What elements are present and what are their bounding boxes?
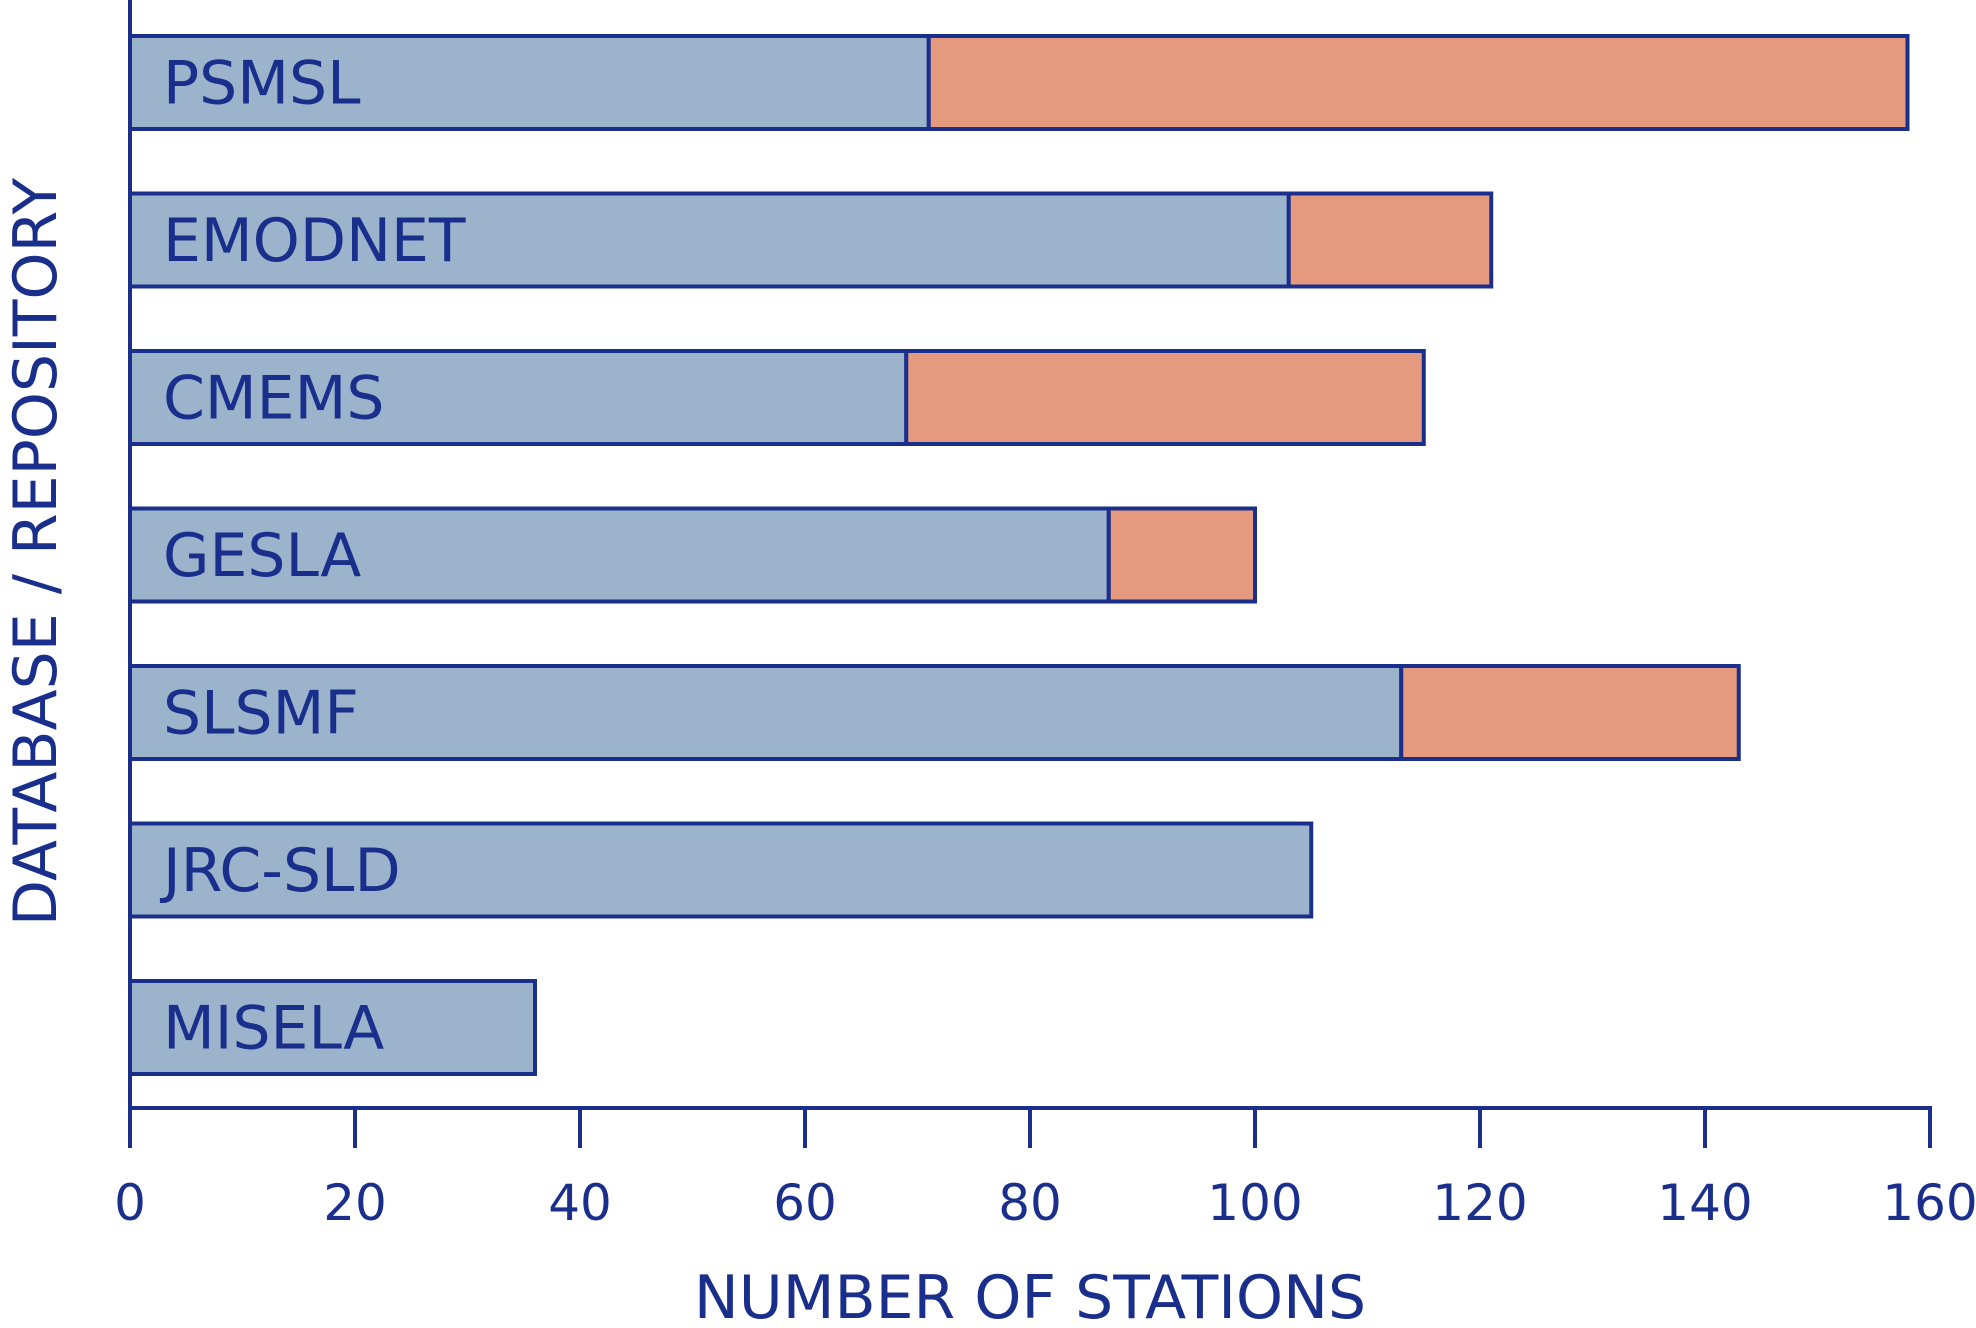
bar-emodnet-segment-2 xyxy=(1286,191,1494,289)
category-label: GESLA xyxy=(163,521,361,591)
bar-cmems-segment-2 xyxy=(904,349,1426,446)
bar-emodnet-segment-1 xyxy=(128,191,1291,289)
x-tick-label: 140 xyxy=(1657,1174,1752,1232)
category-label: CMEMS xyxy=(163,364,384,434)
x-tick-label: 20 xyxy=(323,1174,387,1232)
y-axis-title: DATABASE / REPOSITORY xyxy=(1,178,71,927)
category-label: SLSMF xyxy=(163,679,359,749)
bars-group xyxy=(128,34,1910,1076)
x-tick-label: 0 xyxy=(114,1174,146,1232)
x-tick-label: 160 xyxy=(1882,1174,1976,1232)
ticks-group: 0 20 40 60 80 100 120 140 160 xyxy=(114,1108,1976,1232)
x-tick-label: 40 xyxy=(548,1174,612,1232)
x-tick-label: 60 xyxy=(773,1174,837,1232)
x-axis-title: NUMBER OF STATIONS xyxy=(694,1263,1366,1328)
bar-misela-segment-1 xyxy=(128,979,537,1076)
category-labels-group: PSMSL EMODNET CMEMS GESLA SLSMF JRC-SLD MISELA xyxy=(159,49,466,1064)
category-label: MISELA xyxy=(163,994,384,1064)
category-label: EMODNET xyxy=(163,206,466,276)
category-label: PSMSL xyxy=(163,49,361,119)
bar-cmems-segment-1 xyxy=(128,349,909,446)
x-tick-label: 120 xyxy=(1432,1174,1527,1232)
category-label: JRC-SLD xyxy=(159,836,401,906)
bar-slsmf-segment-2 xyxy=(1399,664,1741,761)
bar-slsmf-segment-1 xyxy=(128,664,1404,761)
bar-psmsl-segment-2 xyxy=(926,34,1910,131)
bar-gesla-segment-2 xyxy=(1106,506,1257,604)
x-tick-label: 80 xyxy=(998,1174,1062,1232)
x-tick-label: 100 xyxy=(1207,1174,1302,1232)
